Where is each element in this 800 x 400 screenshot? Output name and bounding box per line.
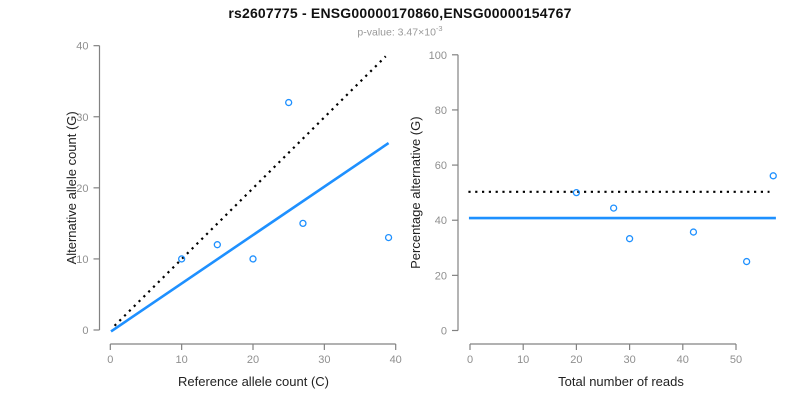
data-point [249, 255, 257, 263]
y-tick-label: 0 [441, 326, 447, 338]
y-tick-label: 20 [435, 270, 447, 282]
x-tick-label: 10 [176, 354, 188, 366]
allele-count-plot: 0 10 20 30 40 0 10 20 30 40 Reference allele count… [64, 41, 402, 389]
x-tick-label: 0 [467, 354, 473, 366]
x-axis-title: Reference allele count (C) [178, 374, 329, 389]
subtitle-exponent: -3 [435, 24, 443, 33]
y-tick-label: 40 [76, 41, 88, 53]
data-point [625, 235, 634, 243]
page-title: rs2607775 - ENSG00000170860,ENSG00000154… [228, 5, 572, 21]
x-tick-label: 20 [570, 354, 582, 366]
fit-line [110, 141, 390, 333]
x-tick-label: 30 [318, 354, 330, 366]
data-point [299, 219, 307, 228]
data-point [769, 172, 777, 180]
data-point [572, 188, 581, 197]
data-point [285, 98, 293, 107]
data-point [689, 228, 698, 236]
percentage-plot: 0 10 20 30 40 50 0 20 40 60 80 100 Total number of r… [408, 50, 777, 389]
y-tick-label: 10 [76, 254, 88, 266]
y-tick-label: 30 [76, 112, 88, 124]
x-tick-label: 40 [390, 354, 402, 366]
x-tick-label: 0 [107, 354, 113, 366]
y-tick-label: 20 [76, 183, 88, 195]
y-tick-label: 60 [435, 160, 447, 172]
x-axis-title: Total number of reads [558, 374, 684, 389]
x-tick-label: 50 [730, 354, 742, 366]
data-point [384, 233, 393, 242]
data-point [742, 257, 751, 266]
data-point [177, 255, 186, 263]
y-tick-label: 80 [435, 105, 447, 117]
y-axis-title: Percentage alternative (G) [408, 116, 423, 268]
y-tick-label: 40 [435, 215, 447, 227]
identity-line [113, 55, 387, 327]
data-point [609, 204, 618, 212]
y-tick-label: 0 [82, 325, 88, 337]
subtitle: p-value: 3.47×10-3 [0, 24, 800, 39]
x-tick-label: 10 [517, 354, 529, 366]
data-point [213, 241, 221, 249]
x-tick-label: 30 [623, 354, 635, 366]
y-tick-label: 100 [429, 50, 447, 62]
subtitle-text: p-value: 3.47×10 [357, 26, 436, 39]
x-tick-label: 20 [247, 354, 259, 366]
x-tick-label: 40 [677, 354, 689, 366]
y-axis-title: Alternative allele count (G) [64, 111, 79, 264]
